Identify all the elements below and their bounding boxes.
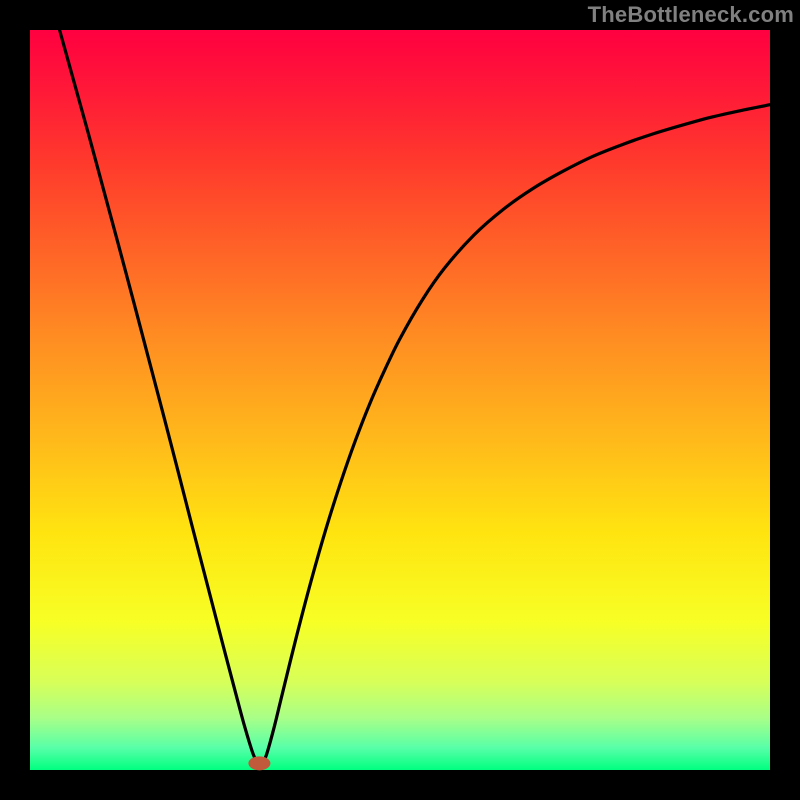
chart-gradient-background: [30, 30, 770, 770]
minimum-marker: [248, 756, 270, 770]
watermark-text: TheBottleneck.com: [588, 2, 794, 28]
chart-frame: TheBottleneck.com: [0, 0, 800, 800]
bottleneck-chart: [0, 0, 800, 800]
